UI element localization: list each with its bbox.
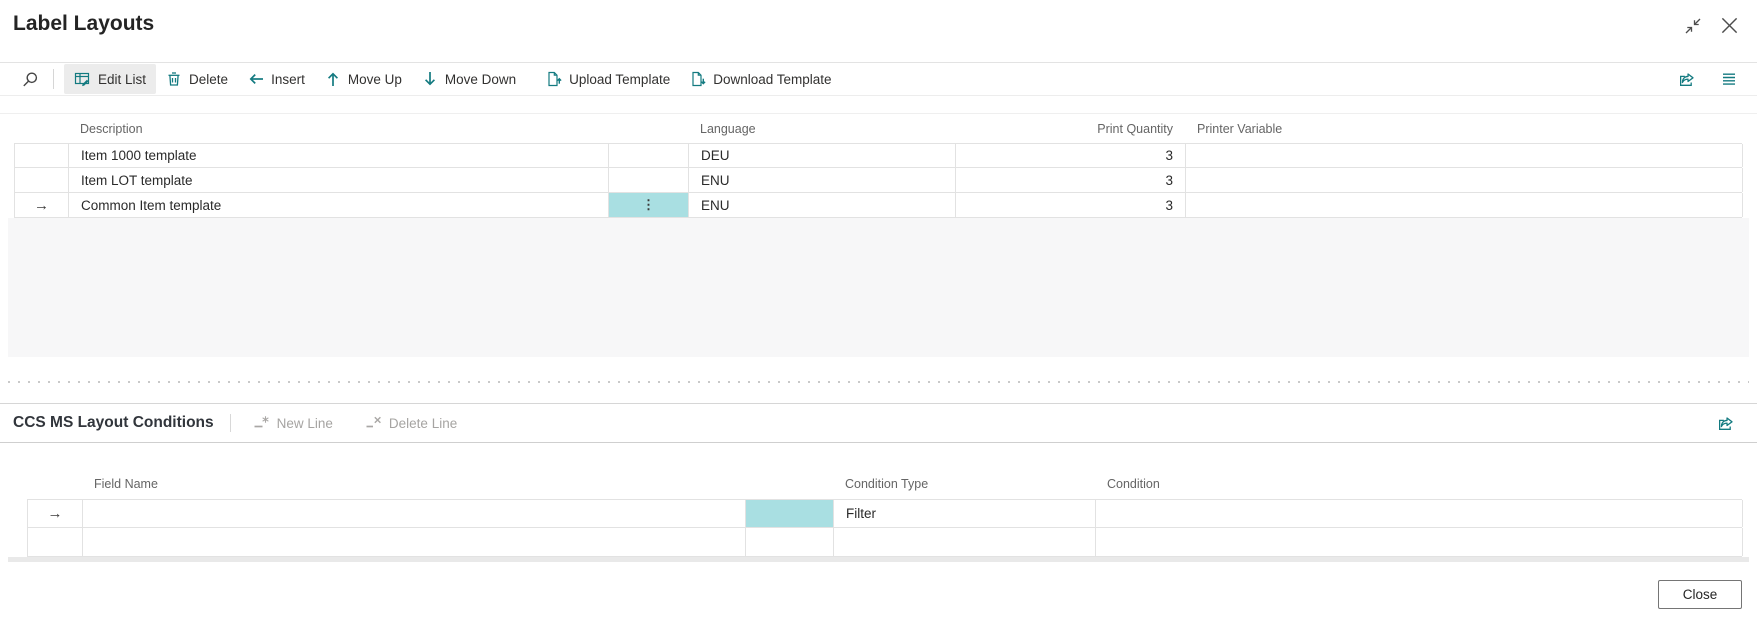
cell-print-quantity[interactable]: 3 (956, 144, 1186, 167)
column-header-print-quantity[interactable]: Print Quantity (1097, 122, 1173, 136)
list-options-icon (1721, 73, 1737, 90)
trash-icon (166, 71, 182, 87)
move-down-button[interactable]: Move Down (412, 64, 526, 94)
row-options-ellipsis-icon: ⋮ (642, 197, 655, 212)
toolbar-divider (53, 69, 54, 89)
upload-template-button[interactable]: Upload Template (536, 64, 680, 94)
row-selector-cell[interactable]: → (15, 193, 69, 217)
minimize-page-button[interactable] (1682, 15, 1704, 37)
cell-condition-type[interactable]: Filter (834, 500, 1096, 527)
row-selector-cell[interactable]: → (28, 500, 83, 527)
action-bar: Edit List Delete Insert (0, 62, 1757, 96)
collapse-arrows-icon (1684, 18, 1702, 38)
download-template-button[interactable]: Download Template (680, 64, 841, 94)
cell-language[interactable]: DEU (689, 144, 956, 167)
search-icon (22, 72, 39, 91)
arrow-left-icon (248, 71, 264, 87)
share-icon (1678, 72, 1697, 91)
content-footer-strip (8, 557, 1749, 562)
selection-handle-cell[interactable] (609, 144, 689, 167)
button-label: Insert (271, 71, 305, 87)
selection-handle-cell[interactable] (746, 528, 834, 556)
column-header-condition[interactable]: Condition (1107, 477, 1160, 491)
cell-condition[interactable] (1096, 528, 1743, 556)
column-header-language[interactable]: Language (700, 122, 756, 136)
cell-description[interactable]: Item 1000 template (69, 144, 609, 167)
delete-button[interactable]: Delete (156, 64, 238, 94)
column-header-description[interactable]: Description (80, 122, 143, 136)
delete-line-button: Delete Line (359, 414, 463, 432)
column-header-printer-variable[interactable]: Printer Variable (1197, 122, 1283, 136)
edit-list-button[interactable]: Edit List (64, 64, 157, 94)
active-row-arrow-icon: → (34, 196, 49, 214)
section-right-icons (1713, 413, 1757, 434)
cell-condition-type[interactable] (834, 528, 1096, 556)
edit-list-icon (74, 71, 91, 87)
window-controls (1682, 14, 1741, 37)
table-row[interactable]: → Filter (27, 499, 1743, 528)
selection-handle-cell[interactable]: ⋮ (609, 193, 689, 217)
arrow-up-icon (325, 71, 341, 87)
button-label: Delete Line (388, 415, 458, 431)
insert-button[interactable]: Insert (238, 64, 315, 94)
conditions-section-title: CCS MS Layout Conditions (13, 414, 214, 431)
close-button[interactable]: Close (1658, 580, 1742, 609)
button-label: Download Template (713, 71, 832, 87)
cell-printer-variable[interactable] (1186, 168, 1743, 192)
button-label: Delete (189, 71, 229, 87)
table-row[interactable]: Item LOT template ENU 3 (14, 168, 1743, 193)
toolbar-right-icons (1674, 69, 1757, 90)
share-button[interactable] (1674, 69, 1701, 90)
close-page-button[interactable] (1718, 14, 1741, 37)
conditions-part-header: CCS MS Layout Conditions New Line Delete… (0, 403, 1757, 443)
dotted-separator (8, 381, 1749, 383)
new-line-button: New Line (247, 414, 339, 432)
row-selector-cell[interactable] (15, 168, 69, 192)
list-options-button[interactable] (1717, 69, 1741, 89)
cell-print-quantity[interactable]: 3 (956, 168, 1186, 192)
cell-language[interactable]: ENU (689, 193, 956, 217)
search-button[interactable] (18, 69, 43, 90)
active-row-arrow-icon: → (47, 505, 63, 522)
cell-field-name[interactable] (83, 528, 746, 556)
table-row[interactable] (27, 528, 1743, 557)
button-label: Edit List (98, 71, 147, 87)
part-divider (0, 113, 1757, 114)
selection-handle-cell[interactable] (746, 500, 834, 527)
cell-field-name[interactable] (83, 500, 746, 527)
new-line-icon (253, 415, 270, 431)
button-label: Move Up (347, 71, 402, 87)
section-divider (229, 414, 231, 432)
button-label: Move Down (444, 71, 517, 87)
cell-language[interactable]: ENU (689, 168, 956, 192)
row-selector-cell[interactable] (15, 144, 69, 167)
move-up-button[interactable]: Move Up (315, 64, 412, 94)
table-row[interactable]: → Common Item template ⋮ ENU 3 (14, 193, 1743, 218)
share-button[interactable] (1713, 413, 1740, 434)
table-row[interactable]: Item 1000 template DEU 3 (14, 143, 1743, 168)
empty-grid-area (8, 218, 1749, 357)
delete-line-icon (365, 415, 382, 431)
page-title: Label Layouts (13, 12, 155, 35)
cell-printer-variable[interactable] (1186, 193, 1743, 217)
cell-description[interactable]: Common Item template (69, 193, 609, 217)
column-header-field-name[interactable]: Field Name (94, 477, 158, 491)
file-download-icon (690, 71, 706, 87)
cell-description[interactable]: Item LOT template (69, 168, 609, 192)
cell-print-quantity[interactable]: 3 (956, 193, 1186, 217)
cell-printer-variable[interactable] (1186, 144, 1743, 167)
selection-handle-cell[interactable] (609, 168, 689, 192)
column-header-condition-type[interactable]: Condition Type (845, 477, 929, 491)
button-label: New Line (276, 415, 333, 431)
file-upload-icon (546, 71, 562, 87)
arrow-down-icon (422, 71, 438, 87)
share-icon (1717, 416, 1736, 435)
cell-condition[interactable] (1096, 500, 1743, 527)
row-selector-cell[interactable] (28, 528, 83, 556)
close-x-icon (1720, 17, 1739, 38)
button-label: Upload Template (569, 71, 671, 87)
